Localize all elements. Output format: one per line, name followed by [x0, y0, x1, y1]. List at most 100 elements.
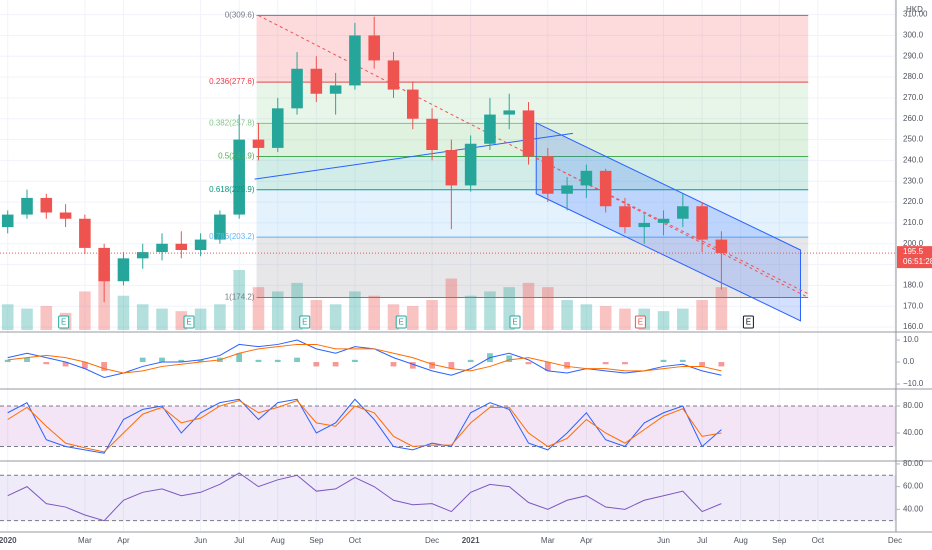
- macd-histogram-bar: [24, 357, 30, 363]
- earnings-label: E: [746, 318, 751, 327]
- x-tick-label: Jun: [657, 536, 670, 545]
- volume-bar: [657, 311, 670, 330]
- macd-histogram-bar: [313, 362, 320, 367]
- y-tick-label: 270.0: [903, 93, 924, 102]
- candle-body: [79, 218, 91, 248]
- countdown-label: 06:51:28: [903, 257, 932, 266]
- volume-bar: [387, 304, 400, 330]
- macd-histogram-bar: [294, 357, 300, 363]
- last-price-label: 195.5: [903, 247, 924, 256]
- macd-histogram-bar: [699, 362, 706, 367]
- candle-body: [696, 206, 708, 240]
- candle-body: [1, 214, 14, 228]
- volume-bar: [136, 304, 149, 330]
- fib-label: 0.382(257.8): [209, 118, 255, 127]
- earnings-marker: [299, 315, 311, 329]
- volume-bar: [715, 287, 728, 330]
- candle-body: [580, 170, 593, 186]
- earnings-label: E: [638, 318, 643, 327]
- candle-body: [329, 85, 342, 94]
- y-tick-label: 230.0: [903, 176, 924, 185]
- earnings-marker: [509, 315, 521, 329]
- macd-histogram-bar: [622, 362, 628, 365]
- candle-body: [271, 108, 284, 148]
- candle-body: [619, 206, 631, 228]
- candle-body: [252, 139, 265, 148]
- x-tick-label: Aug: [734, 536, 748, 545]
- volume-bar: [156, 308, 168, 330]
- volume-bar: [21, 308, 33, 330]
- candle-body: [175, 243, 188, 250]
- macd-histogram-bar: [236, 353, 243, 363]
- fib-label: 0.5(241.9): [218, 152, 255, 161]
- earnings-label: E: [61, 318, 66, 327]
- volume-bar: [503, 287, 516, 330]
- volume-bar: [484, 291, 496, 330]
- macd-histogram-bar: [101, 362, 108, 371]
- macd-histogram-bar: [679, 359, 686, 363]
- volume-bar: [406, 306, 419, 330]
- x-tick-label: Sep: [309, 536, 324, 545]
- y-tick-label: 200.0: [903, 239, 924, 248]
- y-tick-label: 80.00: [903, 401, 924, 410]
- earnings-label: E: [399, 318, 404, 327]
- volume-bar: [561, 300, 573, 330]
- volume-bar: [98, 278, 110, 330]
- volume-bar: [426, 300, 438, 330]
- fib-band: [256, 15, 809, 83]
- macd-histogram-bar: [4, 359, 11, 363]
- candle-body: [503, 110, 516, 115]
- y-tick-label: 40.00: [903, 428, 924, 437]
- macd-histogram-bar: [62, 362, 69, 367]
- candle-body: [310, 68, 323, 94]
- x-tick-label: 2020: [0, 536, 17, 545]
- macd-histogram-bar: [429, 362, 435, 369]
- macd-histogram-bar: [544, 362, 551, 371]
- volume-bar: [599, 306, 612, 330]
- candle-body: [233, 139, 245, 215]
- volume-bar: [464, 295, 477, 330]
- volume-bar: [233, 270, 245, 330]
- macd-histogram-bar: [718, 362, 725, 367]
- candle-body: [387, 60, 400, 90]
- y-tick-label: 260.0: [903, 114, 924, 123]
- x-tick-label: Apr: [117, 536, 130, 545]
- volume-bar: [175, 311, 188, 330]
- volume-bar: [329, 304, 342, 330]
- earnings-label: E: [186, 318, 191, 327]
- macd-histogram-bar: [81, 362, 88, 369]
- macd-histogram-bar: [255, 359, 262, 363]
- x-tick-label: Oct: [349, 536, 362, 545]
- macd-histogram-bar: [159, 357, 165, 363]
- fib-label: 0.236(277.6): [209, 77, 255, 86]
- candle-body: [117, 258, 130, 282]
- macd-histogram-bar: [352, 359, 358, 363]
- candle-body: [406, 89, 419, 119]
- last-price-box: [897, 246, 932, 269]
- candle-body: [638, 222, 651, 228]
- macd-histogram-bar: [602, 362, 609, 365]
- candle-body: [542, 156, 554, 194]
- candle-body: [368, 35, 380, 61]
- band-fill: [0, 475, 896, 521]
- x-tick-label: Sep: [772, 536, 787, 545]
- y-tick-label: 60.00: [903, 482, 924, 491]
- volume-bar: [214, 304, 226, 330]
- y-tick-label: 160.0: [903, 322, 924, 331]
- band-fill: [0, 405, 896, 447]
- macd-histogram-bar: [660, 359, 667, 363]
- volume-bar: [194, 308, 207, 330]
- x-tick-label: 2021: [462, 536, 480, 545]
- indicator-line: [7, 339, 722, 378]
- macd-histogram-bar: [197, 359, 204, 363]
- fib-band: [256, 189, 809, 238]
- volume-bar: [580, 304, 593, 330]
- indicator-line: [7, 472, 722, 522]
- macd-histogram-bar: [506, 355, 513, 363]
- y-tick-label: 180.0: [903, 281, 924, 290]
- y-tick-label: 40.00: [903, 504, 924, 513]
- fib-band: [256, 156, 809, 190]
- macd-histogram-bar: [332, 362, 339, 367]
- volume-bar: [79, 291, 91, 330]
